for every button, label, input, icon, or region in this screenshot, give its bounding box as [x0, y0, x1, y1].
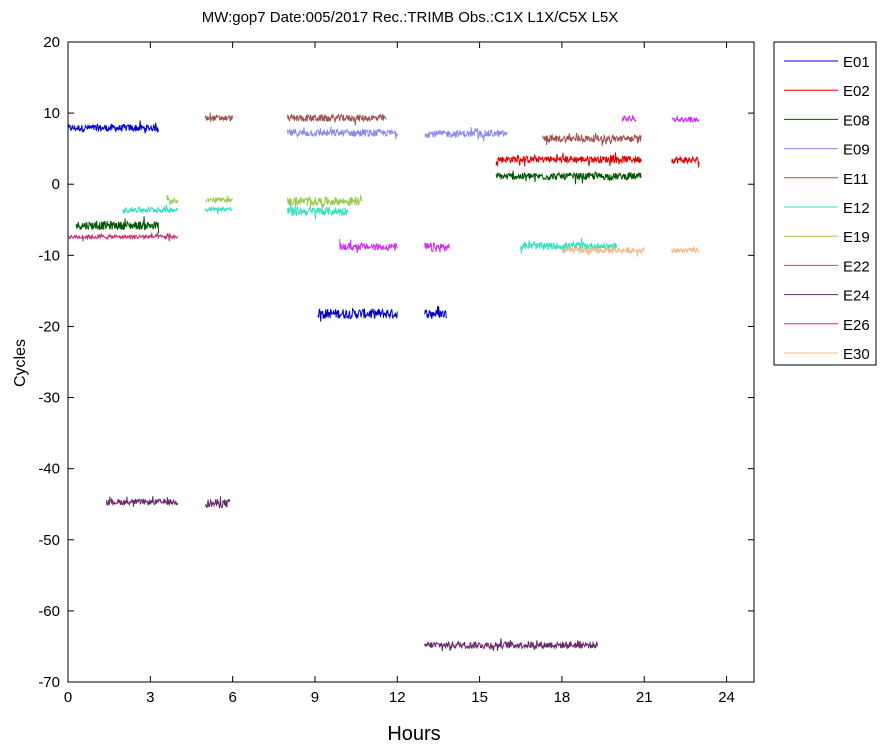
legend-label-E22: E22 [843, 258, 870, 275]
series-line-E22 [339, 238, 398, 253]
series-line-E19 [166, 195, 179, 206]
legend: E01 E02 E08 E09 E11 E12 E19 E22 E24 E26 E30 [773, 41, 877, 366]
series-group [67, 112, 700, 652]
x-tick-label: 0 [64, 689, 72, 706]
legend-label-E30: E30 [843, 346, 870, 363]
y-tick-label: -10 [38, 247, 60, 264]
legend-label-E01: E01 [843, 54, 870, 71]
series-E30 [561, 245, 700, 257]
y-tick-label: -50 [38, 532, 60, 549]
y-tick-label: -20 [38, 318, 60, 335]
series-line-E02 [671, 155, 700, 168]
series-line-E08 [495, 170, 642, 185]
chart-title: MW:gop7 Date:005/2017 Rec.:TRIMB Obs.:C1… [202, 9, 619, 26]
legend-label-E02: E02 [843, 83, 870, 100]
series-E11 [204, 112, 642, 146]
series-line-E22 [424, 242, 450, 253]
series-line-E12 [204, 205, 233, 214]
y-axis-label: Cycles [12, 339, 29, 387]
x-tick-label: 18 [554, 689, 571, 706]
series-line-E26 [67, 232, 179, 242]
series-line-E24 [204, 496, 231, 510]
series-line-E30 [671, 246, 700, 255]
y-tick-label: -70 [38, 674, 60, 691]
series-line-E01 [317, 307, 398, 322]
y-tick-label: 10 [43, 105, 60, 122]
series-E02 [495, 152, 700, 168]
series-line-E24 [424, 638, 599, 652]
series-line-E09 [287, 126, 398, 140]
series-line-E11 [204, 112, 234, 123]
x-tick-label: 24 [718, 689, 735, 706]
series-E01 [67, 120, 448, 322]
legend-label-E26: E26 [843, 317, 870, 334]
series-E09 [287, 126, 508, 142]
series-E12 [122, 203, 618, 254]
x-tick-label: 21 [636, 689, 653, 706]
series-line-E24 [105, 496, 179, 507]
y-tick-label: -60 [38, 603, 60, 620]
series-line-E19 [287, 194, 363, 211]
x-axis: 0 3 6 9 12 15 18 21 24 [64, 42, 735, 706]
legend-label-E11: E11 [843, 171, 869, 188]
series-E26 [67, 232, 179, 242]
series-line-E22 [621, 114, 637, 123]
legend-label-E12: E12 [843, 200, 870, 217]
series-line-E09 [424, 127, 508, 142]
legend-box [773, 41, 877, 366]
series-E22 [339, 114, 700, 253]
series-line-E01 [424, 305, 448, 320]
y-tick-label: 20 [43, 34, 60, 51]
y-tick-label: -30 [38, 390, 60, 407]
series-line-E11 [287, 112, 387, 126]
series-line-E08 [75, 216, 160, 234]
series-line-E01 [67, 120, 160, 134]
x-tick-label: 9 [311, 689, 319, 706]
y-tick-label: 0 [52, 176, 60, 193]
series-line-E22 [671, 115, 700, 124]
plot-frame [67, 41, 755, 683]
x-tick-label: 15 [471, 689, 488, 706]
legend-label-E24: E24 [843, 288, 870, 305]
series-line-E11 [542, 132, 642, 146]
series-line-E02 [495, 152, 642, 167]
x-axis-label: Hours [387, 723, 440, 745]
x-tick-label: 12 [389, 689, 406, 706]
legend-label-E08: E08 [843, 112, 870, 129]
series-E24 [105, 496, 599, 652]
y-axis: 20 10 0 -10 -20 -30 -40 -50 -60 -70 [38, 34, 754, 691]
legend-label-E19: E19 [843, 229, 870, 246]
series-E08 [75, 170, 642, 234]
series-line-E12 [520, 238, 618, 254]
legend-label-E09: E09 [843, 142, 870, 159]
series-E19 [166, 194, 363, 211]
x-tick-label: 3 [146, 689, 154, 706]
series-line-E19 [205, 195, 234, 204]
y-tick-label: -40 [38, 461, 60, 478]
series-line-E12 [122, 204, 179, 215]
series-line-E12 [287, 203, 349, 220]
x-tick-label: 6 [228, 689, 236, 706]
series-line-E30 [561, 245, 645, 257]
